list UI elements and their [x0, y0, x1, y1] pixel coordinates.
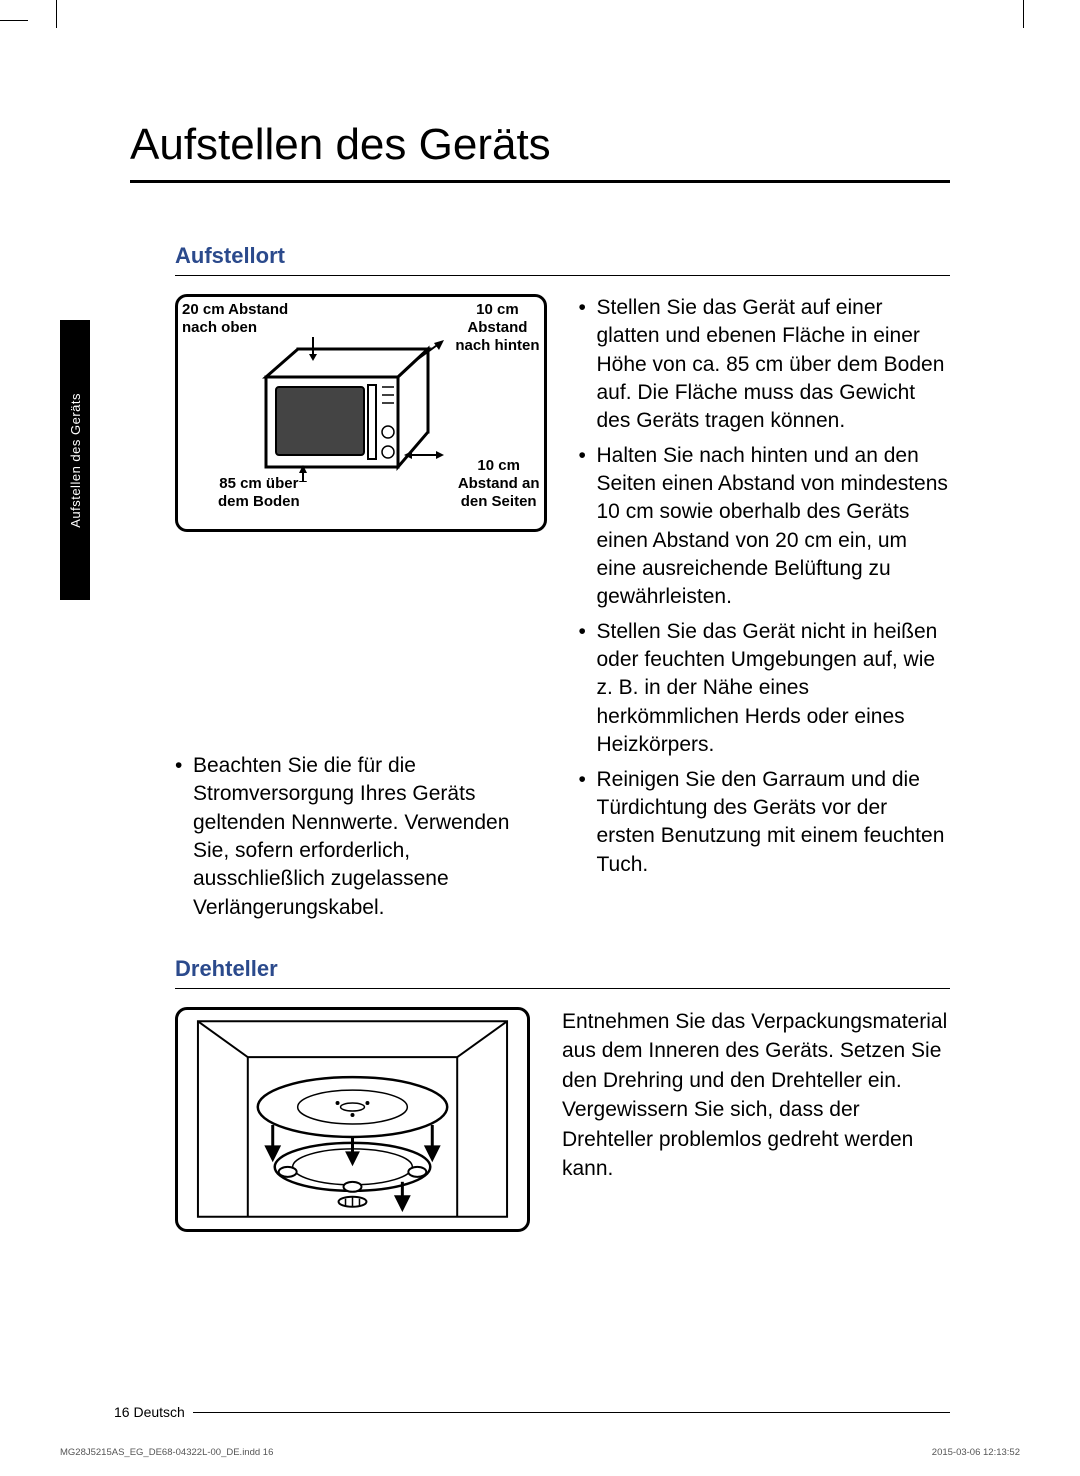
list-item: Stellen Sie das Gerät nicht in heißen od… [579, 618, 951, 760]
page-number: 16 [114, 1404, 130, 1420]
microwave-icon [258, 337, 448, 482]
left-column: 20 cm Abstandnach oben 10 cmAbstandnach … [175, 294, 547, 928]
crop-mark-top-right [1023, 0, 1024, 28]
print-meta-footer: MG28J5215AS_EG_DE68-04322L-00_DE.indd 16… [60, 1447, 1020, 1458]
turntable-diagram [175, 1007, 530, 1232]
section-drehteller-body: Entnehmen Sie das Verpackungsmaterial au… [175, 1007, 950, 1232]
turntable-icon [178, 1007, 527, 1232]
crop-mark-top-left [0, 0, 60, 40]
section-aufstellort-body: 20 cm Abstandnach oben 10 cmAbstandnach … [175, 294, 950, 928]
section-drehteller-title: Drehteller [175, 956, 950, 989]
diagram-label-top-right: 10 cmAbstandnach hinten [455, 301, 539, 355]
page-language: Deutsch [133, 1404, 184, 1420]
section-aufstellort-title: Aufstellort [175, 243, 950, 276]
list-item: Reinigen Sie den Garraum und die Türdich… [579, 766, 951, 879]
list-item: Stellen Sie das Gerät auf einer glatten … [579, 294, 951, 436]
list-item: Halten Sie nach hinten und an den Seiten… [579, 442, 951, 612]
right-bullet-list: Stellen Sie das Gerät auf einer glatten … [579, 294, 951, 879]
list-item: Beachten Sie die für die Stromversorgung… [175, 752, 547, 922]
meta-timestamp: 2015-03-06 12:13:52 [932, 1447, 1020, 1458]
left-bullet-list: Beachten Sie die für die Stromversorgung… [175, 752, 547, 922]
placement-diagram: 20 cm Abstandnach oben 10 cmAbstandnach … [175, 294, 547, 532]
page-footer: 16 Deutsch [114, 1404, 950, 1420]
diagram-label-mid-right: 10 cmAbstand anden Seiten [458, 457, 540, 511]
turntable-text: Entnehmen Sie das Verpackungsmaterial au… [562, 1007, 950, 1183]
right-column: Stellen Sie das Gerät auf einer glatten … [579, 294, 951, 928]
diagram-label-top-left: 20 cm Abstandnach oben [182, 301, 288, 337]
meta-filename: MG28J5215AS_EG_DE68-04322L-00_DE.indd 16 [60, 1447, 273, 1458]
page-title: Aufstellen des Geräts [130, 120, 950, 183]
page-content: Aufstellen des Geräts Aufstellort 20 cm … [60, 60, 1020, 1416]
footer-rule [193, 1412, 950, 1413]
